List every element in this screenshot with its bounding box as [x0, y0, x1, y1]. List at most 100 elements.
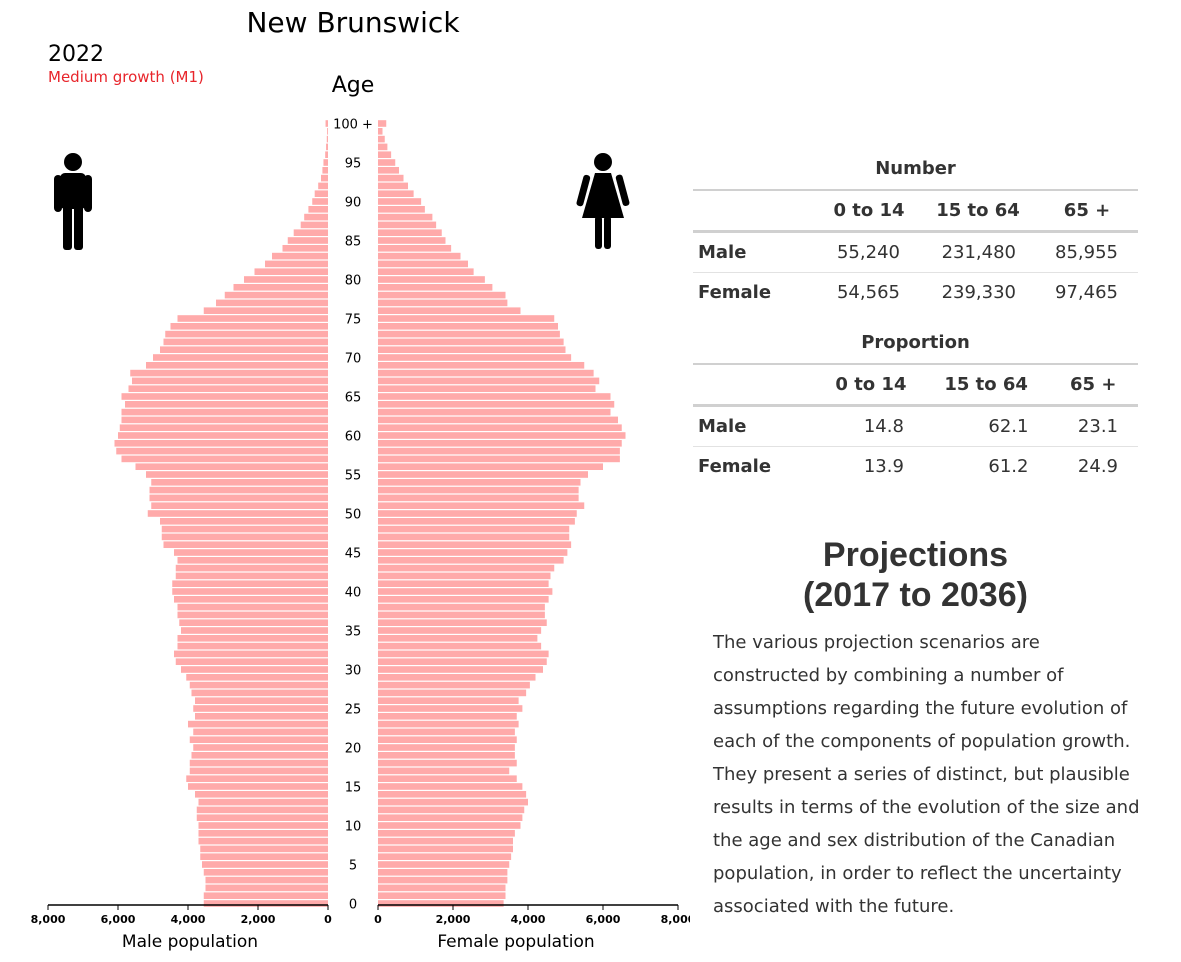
female-bar-age-9: [378, 830, 515, 837]
age-tick-label: 25: [345, 703, 362, 718]
male-bar-age-68: [130, 369, 328, 377]
female-bar-age-69: [378, 362, 585, 369]
cell-female-0-14: 13.9: [818, 446, 924, 486]
age-tick-label: 70: [345, 352, 362, 367]
male-bar-age-63: [121, 408, 328, 416]
male-bar-age-18: [189, 759, 328, 767]
row-label-male: Male: [698, 242, 747, 263]
male-bar-age-32: [174, 650, 328, 658]
female-bar-age-89: [378, 206, 425, 213]
header-empty: [693, 189, 818, 233]
female-bar-age-64: [378, 401, 615, 408]
projections-title-line2: (2017 to 2036): [803, 576, 1028, 614]
cell-male-0-14: 55,240: [836, 242, 900, 263]
male-bar-age-46: [163, 541, 328, 548]
female-bar-age-50: [378, 510, 577, 517]
male-bar-age-51: [151, 502, 328, 509]
female-bar-age-59: [378, 440, 622, 447]
table-row: Female 13.9 61.2 24.9: [693, 446, 1138, 486]
male-bar-age-82: [265, 260, 328, 268]
female-bar-age-29: [378, 674, 536, 681]
cell-male-0-14: 14.8: [863, 416, 904, 437]
male-bar-age-93: [321, 174, 328, 182]
male-bar-age-38: [177, 603, 328, 611]
male-bar-age-9: [198, 830, 328, 837]
male-bar-age-10: [198, 822, 328, 829]
female-bar-age-79: [378, 284, 493, 291]
male-bar-age-56: [135, 463, 328, 470]
male-bar-age-81: [254, 268, 328, 275]
female-bar-age-65: [378, 393, 611, 400]
female-bar-age-100: [378, 120, 387, 127]
male-bar-age-90: [312, 198, 328, 205]
male-bar-age-37: [177, 611, 328, 619]
age-tick-label: 50: [345, 508, 362, 523]
male-bar-age-26: [195, 697, 328, 704]
age-tick-label: 65: [345, 391, 362, 406]
female-bar-age-92: [378, 182, 408, 190]
female-bar-age-21: [378, 736, 517, 743]
female-x-tick-label: 8,000: [661, 913, 690, 926]
female-bar-age-22: [378, 728, 515, 736]
female-bar-age-56: [378, 463, 603, 470]
female-bar-age-53: [378, 486, 579, 494]
female-bar-age-66: [378, 385, 596, 392]
female-bar-age-72: [378, 338, 564, 346]
male-bar-age-86: [293, 229, 328, 236]
male-bar-age-1: [203, 892, 328, 899]
male-bar-age-75: [177, 315, 328, 322]
female-bar-age-16: [378, 775, 517, 782]
age-tick-label: 100 +: [333, 118, 373, 133]
age-tick-label: 55: [345, 469, 362, 484]
header-empty: [693, 363, 818, 407]
female-bar-age-1: [378, 892, 506, 899]
male-bar-age-28: [189, 681, 328, 689]
female-bar-age-39: [378, 596, 549, 603]
age-tick-label: 20: [345, 742, 362, 757]
proportion-table: Proportion 0 to 14 15 to 64 65 + Male 14…: [693, 324, 1138, 486]
male-bar-age-20: [193, 744, 328, 751]
male-bar-age-13: [198, 798, 328, 806]
female-bar-age-78: [378, 291, 506, 299]
male-bar-age-33: [177, 642, 328, 650]
male-bar-age-42: [175, 572, 328, 580]
female-bar-age-98: [378, 135, 385, 143]
male-bar-age-67: [132, 377, 328, 385]
male-bar-age-17: [189, 767, 328, 775]
male-bar-age-78: [224, 291, 328, 299]
male-bar-age-23: [188, 720, 328, 728]
male-bar-age-80: [244, 276, 328, 283]
male-bar-age-65: [121, 393, 328, 400]
female-bar-age-42: [378, 572, 551, 580]
female-bar-age-57: [378, 455, 620, 463]
male-bar-age-12: [196, 806, 328, 814]
female-bar-age-35: [378, 627, 542, 634]
age-tick-label: 60: [345, 430, 362, 445]
male-x-tick-label: 0: [324, 913, 332, 926]
female-bar-age-70: [378, 354, 572, 361]
male-bar-age-24: [195, 713, 328, 720]
female-bar-age-30: [378, 666, 543, 673]
age-tick-label: 35: [345, 625, 362, 640]
male-bar-age-27: [191, 689, 328, 697]
cell-female-15-64: 239,330: [919, 272, 1037, 312]
cell-male-15-64: 231,480: [941, 242, 1017, 263]
female-bar-age-83: [378, 252, 461, 260]
male-bar-age-16: [186, 775, 328, 782]
female-bar-age-40: [378, 588, 553, 595]
female-x-tick-label: 4,000: [511, 913, 546, 926]
female-bar-age-12: [378, 806, 525, 814]
male-bar-age-61: [119, 424, 328, 431]
male-bar-age-76: [203, 307, 328, 314]
female-bar-age-4: [378, 869, 508, 876]
male-bars: [114, 120, 329, 907]
female-bar-age-63: [378, 408, 611, 416]
age-tick-label: 5: [349, 859, 357, 874]
age-tick-label: 0: [349, 898, 357, 913]
male-bar-age-25: [193, 705, 328, 712]
projections-title-line1: Projections: [822, 536, 1009, 574]
age-axis-title: Age: [332, 73, 375, 98]
female-bar-age-23: [378, 720, 519, 728]
female-bar-age-15: [378, 783, 523, 790]
summary-tables: Number 0 to 14 15 to 64 65 + Male 55,240…: [693, 150, 1138, 486]
